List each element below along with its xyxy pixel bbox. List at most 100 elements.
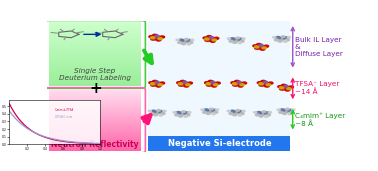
Circle shape — [261, 80, 266, 82]
Text: TFSA⁻ Layer
~14 Å: TFSA⁻ Layer ~14 Å — [295, 81, 339, 95]
Bar — [49, 72, 141, 73]
Bar — [49, 59, 141, 60]
Bar — [49, 25, 141, 26]
Circle shape — [191, 39, 194, 41]
Circle shape — [184, 112, 189, 114]
Bar — [49, 103, 141, 104]
Bar — [49, 60, 141, 61]
Bar — [49, 45, 141, 46]
Circle shape — [184, 116, 187, 117]
Circle shape — [281, 36, 285, 37]
Circle shape — [265, 116, 268, 117]
Bar — [49, 32, 141, 33]
Circle shape — [263, 81, 268, 83]
Circle shape — [182, 111, 185, 113]
Circle shape — [242, 38, 245, 39]
Text: C₄mim⁺ Layer
~8 Å: C₄mim⁺ Layer ~8 Å — [295, 112, 345, 127]
Circle shape — [179, 115, 182, 117]
Bar — [49, 84, 141, 85]
Bar — [49, 26, 141, 27]
Circle shape — [150, 113, 154, 115]
Bar — [49, 79, 141, 80]
Bar — [49, 101, 141, 102]
Bar — [49, 135, 141, 136]
Circle shape — [240, 84, 244, 86]
Circle shape — [148, 110, 152, 112]
Circle shape — [182, 82, 188, 85]
Circle shape — [186, 114, 190, 116]
Bar — [49, 94, 141, 95]
Bar — [49, 108, 141, 109]
Text: D-TFSA/C₄mim: D-TFSA/C₄mim — [55, 115, 73, 119]
Bar — [49, 53, 141, 54]
Circle shape — [278, 86, 282, 88]
Circle shape — [205, 38, 209, 40]
Text: Single Step
Deuterium Labeling: Single Step Deuterium Labeling — [59, 68, 131, 81]
Circle shape — [154, 82, 160, 85]
Circle shape — [238, 110, 243, 113]
Bar — [49, 47, 141, 48]
Bar — [49, 125, 141, 126]
Bar — [49, 112, 141, 113]
Bar — [49, 30, 141, 31]
Circle shape — [179, 39, 184, 41]
Circle shape — [277, 109, 280, 110]
Bar — [49, 77, 141, 78]
Circle shape — [292, 109, 295, 110]
Circle shape — [268, 82, 273, 84]
Bar — [49, 146, 141, 147]
Circle shape — [279, 87, 284, 89]
Circle shape — [233, 42, 237, 43]
Bar — [49, 33, 141, 34]
Circle shape — [256, 114, 259, 116]
Circle shape — [284, 85, 288, 87]
Circle shape — [234, 39, 239, 42]
Circle shape — [183, 81, 187, 83]
Bar — [49, 137, 141, 138]
Circle shape — [229, 40, 233, 42]
Circle shape — [215, 109, 219, 110]
Circle shape — [163, 110, 166, 112]
Bar — [49, 81, 141, 82]
Bar — [49, 73, 141, 74]
Circle shape — [212, 39, 217, 41]
Bar — [49, 127, 141, 128]
Circle shape — [187, 43, 190, 45]
Text: Neutron Reflectivity: Neutron Reflectivity — [51, 140, 139, 149]
Circle shape — [209, 108, 213, 110]
Bar — [49, 58, 141, 59]
Bar — [49, 78, 141, 79]
Circle shape — [236, 82, 242, 85]
Bar — [49, 100, 141, 101]
Circle shape — [274, 39, 279, 41]
Bar — [49, 62, 141, 63]
Circle shape — [178, 84, 184, 86]
Circle shape — [160, 82, 164, 84]
Bar — [49, 147, 141, 148]
Bar — [49, 64, 141, 65]
Circle shape — [187, 40, 192, 42]
Text: Bulk IL Layer
&
Diffuse Layer: Bulk IL Layer & Diffuse Layer — [295, 37, 343, 57]
Circle shape — [230, 110, 235, 113]
Bar — [49, 114, 141, 115]
Circle shape — [160, 36, 164, 38]
Circle shape — [283, 86, 289, 89]
Circle shape — [234, 111, 239, 114]
Bar — [49, 141, 141, 142]
Circle shape — [235, 80, 239, 82]
Circle shape — [260, 48, 265, 50]
Circle shape — [201, 109, 204, 110]
Circle shape — [214, 84, 218, 86]
Circle shape — [175, 114, 179, 116]
Circle shape — [151, 38, 156, 40]
Bar — [49, 46, 141, 47]
Bar — [49, 35, 141, 36]
Bar — [49, 50, 141, 51]
Circle shape — [203, 37, 208, 39]
Bar — [49, 28, 141, 29]
Circle shape — [259, 84, 265, 86]
Bar — [49, 118, 141, 119]
Bar — [49, 107, 141, 108]
Bar — [49, 133, 141, 134]
Bar — [49, 130, 141, 131]
